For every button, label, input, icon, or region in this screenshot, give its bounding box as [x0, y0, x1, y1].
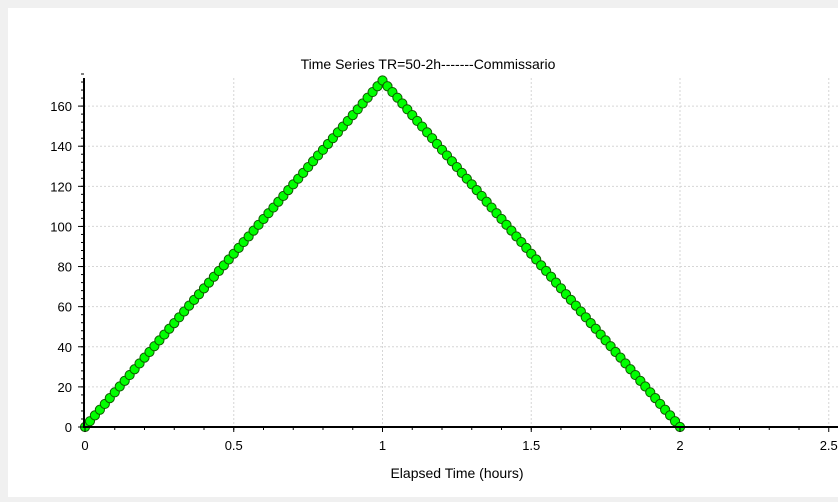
x-tick-label: 1.5 [522, 438, 540, 453]
y-tick-label: 0 [65, 420, 72, 435]
y-tick-label: 20 [58, 380, 72, 395]
y-tick-label: 160 [50, 99, 72, 114]
x-tick-label: 0.5 [225, 438, 243, 453]
y-axis-ticks: 0 20 40 60 80 100 120 140 160 [50, 99, 84, 435]
x-tick-label: 1 [379, 438, 386, 453]
x-tick-label: 2.5 [820, 438, 838, 453]
plot-area [84, 78, 838, 427]
y-tick-label: 80 [58, 260, 72, 275]
y-tick-label: 100 [50, 219, 72, 234]
x-tick-label: 2 [676, 438, 683, 453]
y-tick-label: 120 [50, 179, 72, 194]
y-tick-label: 140 [50, 139, 72, 154]
y-tick-label: 40 [58, 340, 72, 355]
x-tick-label: 0 [81, 438, 88, 453]
data-markers [79, 75, 686, 433]
x-axis-title: Elapsed Time (hours) [390, 465, 523, 481]
gridlines [84, 78, 838, 427]
y-tick-label: 60 [58, 300, 72, 315]
chart-title: Time Series TR=50-2h-------Commissario [301, 56, 556, 72]
x-axis-ticks: 0 0.5 1 1.5 2 2.5 [81, 427, 838, 453]
